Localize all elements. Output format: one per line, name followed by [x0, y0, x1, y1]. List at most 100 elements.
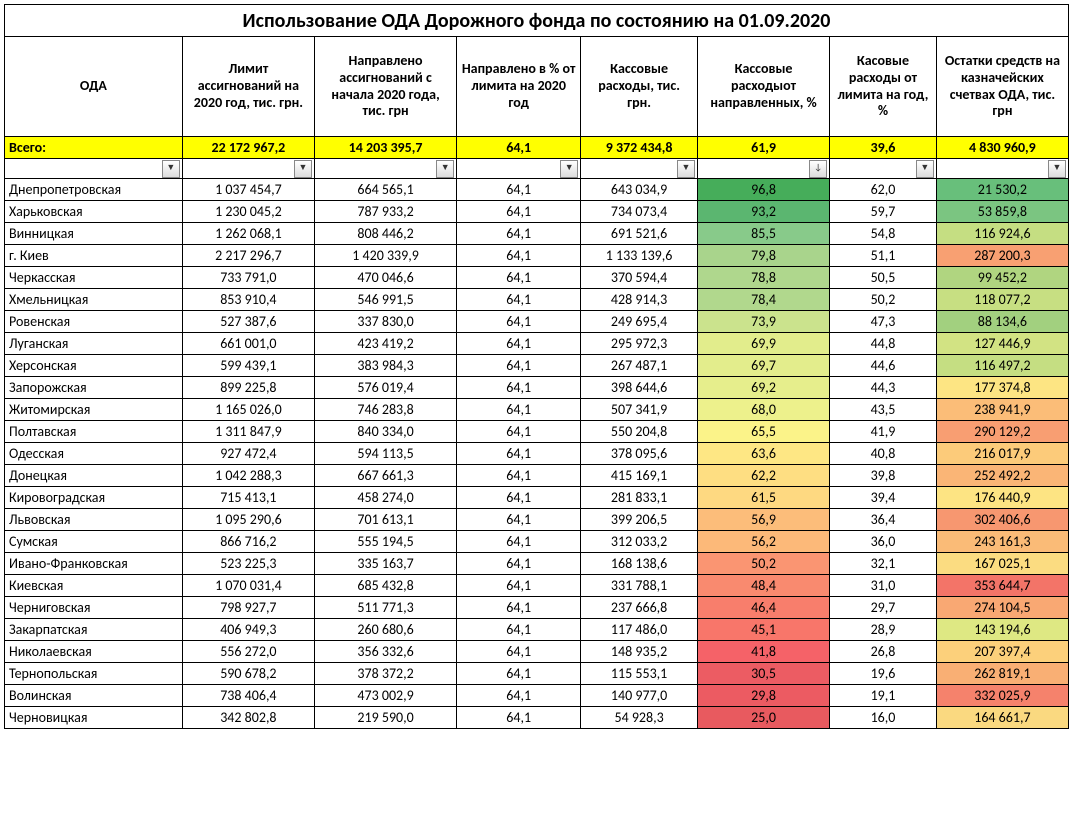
cell-c3: 64,1: [457, 487, 581, 509]
filter-2[interactable]: ▼: [314, 159, 456, 179]
filter-1[interactable]: ▼: [182, 159, 314, 179]
cell-c4: 295 972,3: [581, 333, 698, 355]
cell-c7: 207 397,4: [936, 641, 1068, 663]
table-row: Львовская1 095 290,6701 613,164,1399 206…: [5, 509, 1069, 531]
cell-c5: 50,2: [698, 553, 830, 575]
dropdown-icon: ▼: [294, 160, 312, 178]
cell-c7: 287 200,3: [936, 245, 1068, 267]
table-row: Харьковская1 230 045,2787 933,264,1734 0…: [5, 201, 1069, 223]
total-c2: 14 203 395,7: [314, 137, 456, 159]
cell-c1: 523 225,3: [182, 553, 314, 575]
dropdown-icon: ▼: [677, 160, 695, 178]
cell-c1: 1 262 068,1: [182, 223, 314, 245]
region-name: Киевская: [5, 575, 183, 597]
cell-c1: 599 439,1: [182, 355, 314, 377]
cell-c3: 64,1: [457, 465, 581, 487]
cell-c4: 140 977,0: [581, 685, 698, 707]
dropdown-icon: ▼: [436, 160, 454, 178]
cell-c5: 61,5: [698, 487, 830, 509]
cell-c6: 41,9: [830, 421, 937, 443]
cell-c2: 701 613,1: [314, 509, 456, 531]
cell-c1: 1 070 031,4: [182, 575, 314, 597]
table-row: Одесская927 472,4594 113,564,1378 095,66…: [5, 443, 1069, 465]
table-row: Хмельницкая853 910,4546 991,564,1428 914…: [5, 289, 1069, 311]
filter-3[interactable]: ▼: [457, 159, 581, 179]
cell-c5: 65,5: [698, 421, 830, 443]
region-name: Луганская: [5, 333, 183, 355]
cell-c6: 44,8: [830, 333, 937, 355]
cell-c6: 19,1: [830, 685, 937, 707]
cell-c7: 143 194,6: [936, 619, 1068, 641]
region-name: Хмельницкая: [5, 289, 183, 311]
table-row: Днепропетровская1 037 454,7664 565,164,1…: [5, 179, 1069, 201]
dropdown-icon: ▼: [1048, 160, 1066, 178]
cell-c5: 25,0: [698, 707, 830, 729]
cell-c5: 79,8: [698, 245, 830, 267]
cell-c4: 267 487,1: [581, 355, 698, 377]
cell-c5: 85,5: [698, 223, 830, 245]
dropdown-icon: ▼: [916, 160, 934, 178]
col-header-5: Кассовые расходыот направленных, %: [698, 37, 830, 137]
cell-c7: 290 129,2: [936, 421, 1068, 443]
cell-c4: 507 341,9: [581, 399, 698, 421]
cell-c2: 458 274,0: [314, 487, 456, 509]
table-row: Тернопольская590 678,2378 372,264,1115 5…: [5, 663, 1069, 685]
cell-c6: 39,8: [830, 465, 937, 487]
cell-c4: 1 133 139,6: [581, 245, 698, 267]
filter-4[interactable]: ▼: [581, 159, 698, 179]
cell-c3: 64,1: [457, 179, 581, 201]
cell-c6: 44,3: [830, 377, 937, 399]
cell-c4: 550 204,8: [581, 421, 698, 443]
cell-c4: 428 914,3: [581, 289, 698, 311]
cell-c6: 32,1: [830, 553, 937, 575]
region-name: Ивано-Франковская: [5, 553, 183, 575]
cell-c2: 787 933,2: [314, 201, 456, 223]
cell-c1: 590 678,2: [182, 663, 314, 685]
cell-c1: 853 910,4: [182, 289, 314, 311]
cell-c2: 667 661,3: [314, 465, 456, 487]
filter-0[interactable]: ▼: [5, 159, 183, 179]
cell-c7: 176 440,9: [936, 487, 1068, 509]
cell-c2: 594 113,5: [314, 443, 456, 465]
page-title: Использование ОДА Дорожного фонда по сос…: [5, 5, 1069, 37]
cell-c7: 332 025,9: [936, 685, 1068, 707]
col-header-0: ОДА: [5, 37, 183, 137]
cell-c4: 117 486,0: [581, 619, 698, 641]
cell-c4: 399 206,5: [581, 509, 698, 531]
cell-c3: 64,1: [457, 355, 581, 377]
filter-5[interactable]: ↓: [698, 159, 830, 179]
cell-c4: 398 644,6: [581, 377, 698, 399]
cell-c4: 281 833,1: [581, 487, 698, 509]
cell-c1: 798 927,7: [182, 597, 314, 619]
cell-c4: 54 928,3: [581, 707, 698, 729]
cell-c3: 64,1: [457, 619, 581, 641]
table-row: Житомирская1 165 026,0746 283,864,1507 3…: [5, 399, 1069, 421]
cell-c2: 840 334,0: [314, 421, 456, 443]
title-row: Использование ОДА Дорожного фонда по сос…: [5, 5, 1069, 37]
cell-c2: 546 991,5: [314, 289, 456, 311]
sort-desc-icon: ↓: [809, 160, 827, 178]
cell-c1: 2 217 296,7: [182, 245, 314, 267]
total-c5: 61,9: [698, 137, 830, 159]
region-name: Винницкая: [5, 223, 183, 245]
cell-c6: 50,2: [830, 289, 937, 311]
cell-c4: 734 073,4: [581, 201, 698, 223]
cell-c2: 664 565,1: [314, 179, 456, 201]
cell-c4: 148 935,2: [581, 641, 698, 663]
cell-c5: 69,7: [698, 355, 830, 377]
cell-c3: 64,1: [457, 289, 581, 311]
cell-c3: 64,1: [457, 399, 581, 421]
region-name: Сумская: [5, 531, 183, 553]
cell-c2: 746 283,8: [314, 399, 456, 421]
cell-c3: 64,1: [457, 553, 581, 575]
cell-c3: 64,1: [457, 685, 581, 707]
cell-c7: 274 104,5: [936, 597, 1068, 619]
cell-c6: 19,6: [830, 663, 937, 685]
total-c4: 9 372 434,8: [581, 137, 698, 159]
region-name: Житомирская: [5, 399, 183, 421]
filter-6[interactable]: ▼: [830, 159, 937, 179]
cell-c3: 64,1: [457, 531, 581, 553]
filter-7[interactable]: ▼: [936, 159, 1068, 179]
col-header-2: Направлено ассигнований с начала 2020 го…: [314, 37, 456, 137]
cell-c5: 56,2: [698, 531, 830, 553]
